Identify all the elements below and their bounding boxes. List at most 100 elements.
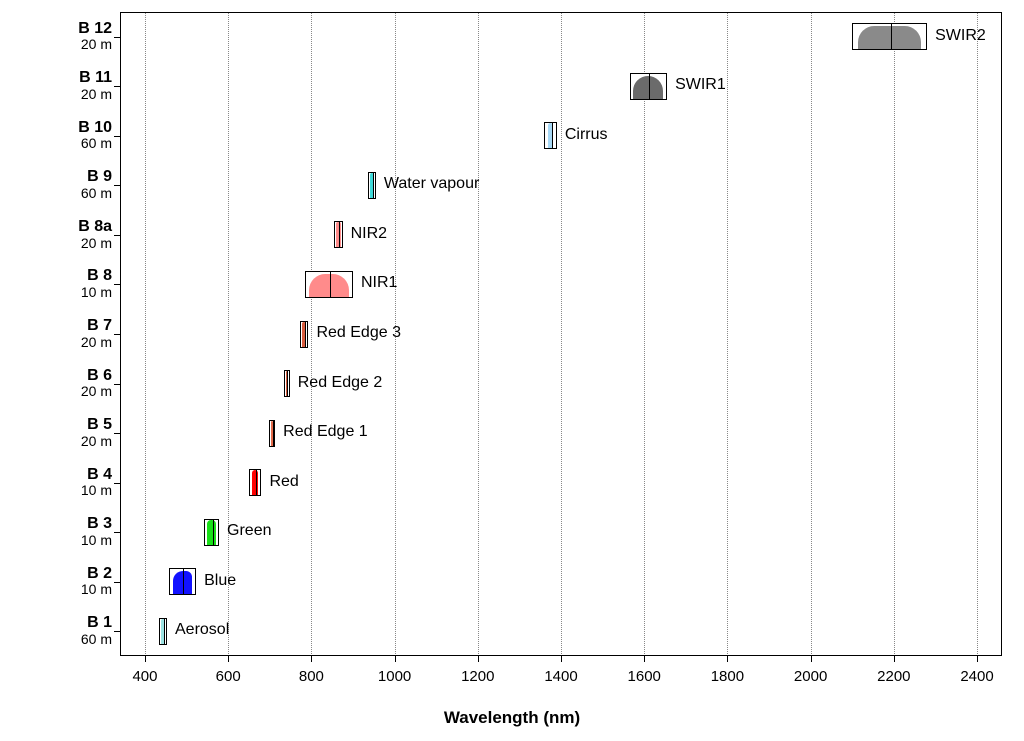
x-tick bbox=[311, 656, 312, 662]
band-name-label: Green bbox=[227, 522, 271, 540]
x-tick-label: 2200 bbox=[877, 668, 910, 685]
band-id-label: B 11 bbox=[22, 69, 112, 87]
y-tick bbox=[114, 582, 120, 583]
x-tick-label: 600 bbox=[216, 668, 241, 685]
band-name-label: SWIR1 bbox=[675, 76, 726, 94]
x-grid-line bbox=[228, 12, 229, 656]
y-axis-label: B 160 m bbox=[22, 614, 112, 647]
band-id-label: B 4 bbox=[22, 466, 112, 484]
x-tick bbox=[228, 656, 229, 662]
y-axis-label: B 410 m bbox=[22, 466, 112, 499]
band-res-label: 60 m bbox=[22, 136, 112, 151]
band-id-label: B 2 bbox=[22, 565, 112, 583]
band-res-label: 10 m bbox=[22, 285, 112, 300]
band-center-line bbox=[213, 520, 214, 545]
y-axis-label: B 8a20 m bbox=[22, 218, 112, 251]
band-name-label: Water vapour bbox=[384, 175, 479, 193]
x-tick bbox=[811, 656, 812, 662]
y-axis-label: B 520 m bbox=[22, 416, 112, 449]
band-res-label: 10 m bbox=[22, 533, 112, 548]
x-tick bbox=[395, 656, 396, 662]
band-box bbox=[852, 23, 927, 50]
y-tick bbox=[114, 334, 120, 335]
band-center-line bbox=[164, 619, 165, 644]
band-res-label: 20 m bbox=[22, 87, 112, 102]
y-tick bbox=[114, 532, 120, 533]
band-res-label: 20 m bbox=[22, 434, 112, 449]
x-tick-label: 800 bbox=[299, 668, 324, 685]
x-tick bbox=[644, 656, 645, 662]
x-grid-line bbox=[478, 12, 479, 656]
band-res-label: 20 m bbox=[22, 384, 112, 399]
band-center-line bbox=[305, 322, 306, 347]
band-center-line bbox=[287, 371, 288, 396]
band-name-label: Red bbox=[269, 473, 298, 491]
x-grid-line bbox=[145, 12, 146, 656]
x-tick-label: 400 bbox=[132, 668, 157, 685]
x-tick-label: 1400 bbox=[544, 668, 577, 685]
band-center-line bbox=[891, 24, 892, 49]
band-res-label: 20 m bbox=[22, 37, 112, 52]
band-res-label: 10 m bbox=[22, 483, 112, 498]
y-axis-label: B 310 m bbox=[22, 515, 112, 548]
band-box bbox=[368, 172, 376, 199]
y-axis-label: B 1220 m bbox=[22, 20, 112, 53]
x-tick-label: 2000 bbox=[794, 668, 827, 685]
y-axis-label: B 1120 m bbox=[22, 69, 112, 102]
x-tick bbox=[727, 656, 728, 662]
band-id-label: B 9 bbox=[22, 168, 112, 186]
band-id-label: B 3 bbox=[22, 515, 112, 533]
y-axis-label: B 210 m bbox=[22, 565, 112, 598]
band-res-label: 60 m bbox=[22, 632, 112, 647]
band-id-label: B 10 bbox=[22, 119, 112, 137]
band-center-line bbox=[256, 470, 257, 495]
x-tick-label: 1000 bbox=[378, 668, 411, 685]
y-tick bbox=[114, 86, 120, 87]
x-tick bbox=[478, 656, 479, 662]
band-res-label: 20 m bbox=[22, 236, 112, 251]
y-tick bbox=[114, 433, 120, 434]
x-tick-label: 1800 bbox=[711, 668, 744, 685]
band-box bbox=[249, 469, 261, 496]
band-fill bbox=[252, 470, 258, 495]
band-center-line bbox=[339, 222, 340, 247]
band-id-label: B 8a bbox=[22, 218, 112, 236]
band-box bbox=[204, 519, 219, 546]
x-axis-label: Wavelength (nm) bbox=[444, 708, 580, 728]
x-grid-line bbox=[644, 12, 645, 656]
x-tick-label: 1200 bbox=[461, 668, 494, 685]
band-center-line bbox=[273, 421, 274, 446]
band-box bbox=[544, 122, 556, 149]
band-name-label: NIR2 bbox=[351, 225, 387, 243]
band-name-label: SWIR2 bbox=[935, 27, 986, 45]
y-axis-label: B 1060 m bbox=[22, 119, 112, 152]
y-axis-label: B 810 m bbox=[22, 267, 112, 300]
y-tick bbox=[114, 235, 120, 236]
band-box bbox=[305, 271, 353, 298]
band-box bbox=[334, 221, 342, 248]
band-center-line bbox=[373, 173, 374, 198]
x-tick bbox=[977, 656, 978, 662]
y-axis-label: B 960 m bbox=[22, 168, 112, 201]
band-center-line bbox=[552, 123, 553, 148]
spectral-bands-chart: 400 600 800 1000 1200 1400 1600 1800 2000 2200 240… bbox=[0, 0, 1024, 741]
band-box bbox=[284, 370, 290, 397]
x-grid-line bbox=[727, 12, 728, 656]
band-box bbox=[159, 618, 167, 645]
x-grid-line bbox=[811, 12, 812, 656]
x-tick bbox=[561, 656, 562, 662]
x-tick-label: 1600 bbox=[628, 668, 661, 685]
band-box bbox=[630, 73, 667, 100]
y-tick bbox=[114, 37, 120, 38]
band-name-label: NIR1 bbox=[361, 274, 397, 292]
band-res-label: 20 m bbox=[22, 335, 112, 350]
y-tick bbox=[114, 483, 120, 484]
y-axis-label: B 720 m bbox=[22, 317, 112, 350]
band-res-label: 60 m bbox=[22, 186, 112, 201]
band-center-line bbox=[649, 74, 650, 99]
x-grid-line bbox=[311, 12, 312, 656]
x-grid-line bbox=[977, 12, 978, 656]
x-tick-label: 2400 bbox=[960, 668, 993, 685]
y-tick bbox=[114, 284, 120, 285]
band-id-label: B 1 bbox=[22, 614, 112, 632]
